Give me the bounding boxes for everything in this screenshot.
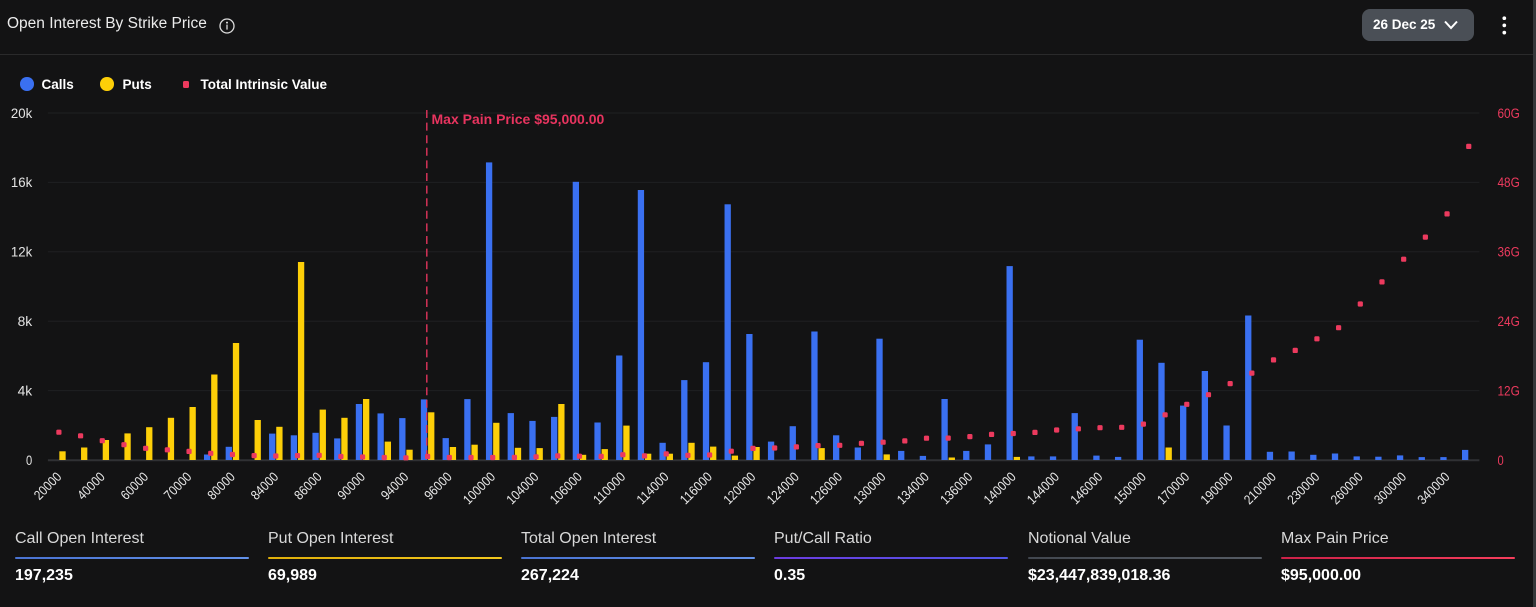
svg-text:190000: 190000 [1198, 469, 1236, 507]
svg-text:146000: 146000 [1067, 469, 1105, 507]
svg-text:110000: 110000 [590, 469, 628, 507]
svg-text:70000: 70000 [161, 469, 195, 503]
svg-text:210000: 210000 [1241, 469, 1279, 507]
svg-text:12k: 12k [11, 245, 33, 260]
svg-text:36G: 36G [1498, 245, 1520, 260]
svg-text:96000: 96000 [421, 469, 455, 503]
svg-text:120000: 120000 [720, 469, 758, 507]
svg-text:130000: 130000 [850, 469, 888, 507]
svg-text:48G: 48G [1498, 175, 1520, 190]
svg-text:40000: 40000 [74, 469, 108, 503]
svg-text:150000: 150000 [1111, 469, 1149, 507]
svg-text:60G: 60G [1498, 106, 1520, 121]
svg-text:136000: 136000 [937, 469, 975, 507]
svg-text:90000: 90000 [335, 469, 369, 503]
svg-text:16k: 16k [11, 175, 33, 190]
svg-text:0: 0 [26, 453, 32, 468]
svg-text:60000: 60000 [118, 469, 152, 503]
svg-text:4k: 4k [18, 383, 33, 398]
svg-text:144000: 144000 [1024, 469, 1062, 507]
svg-text:116000: 116000 [677, 469, 715, 507]
svg-text:24G: 24G [1498, 314, 1520, 329]
svg-text:106000: 106000 [547, 469, 585, 507]
svg-text:0: 0 [1498, 453, 1504, 468]
svg-text:170000: 170000 [1154, 469, 1192, 507]
svg-text:140000: 140000 [981, 469, 1019, 507]
svg-text:Max Pain Price $95,000.00: Max Pain Price $95,000.00 [432, 111, 605, 127]
svg-text:80000: 80000 [204, 469, 238, 503]
svg-text:134000: 134000 [894, 469, 932, 507]
svg-text:104000: 104000 [503, 469, 541, 507]
svg-text:12G: 12G [1498, 383, 1520, 398]
svg-text:126000: 126000 [807, 469, 845, 507]
svg-text:20000: 20000 [31, 469, 65, 503]
svg-text:84000: 84000 [248, 469, 282, 503]
svg-text:20k: 20k [11, 106, 33, 121]
svg-text:260000: 260000 [1328, 469, 1366, 507]
svg-text:300000: 300000 [1371, 469, 1409, 507]
svg-text:124000: 124000 [764, 469, 802, 507]
svg-text:8k: 8k [18, 314, 33, 329]
svg-text:100000: 100000 [460, 469, 498, 507]
svg-text:86000: 86000 [291, 469, 325, 503]
svg-text:230000: 230000 [1284, 469, 1322, 507]
svg-text:114000: 114000 [634, 469, 672, 507]
svg-text:340000: 340000 [1414, 469, 1452, 507]
svg-text:94000: 94000 [378, 469, 412, 503]
